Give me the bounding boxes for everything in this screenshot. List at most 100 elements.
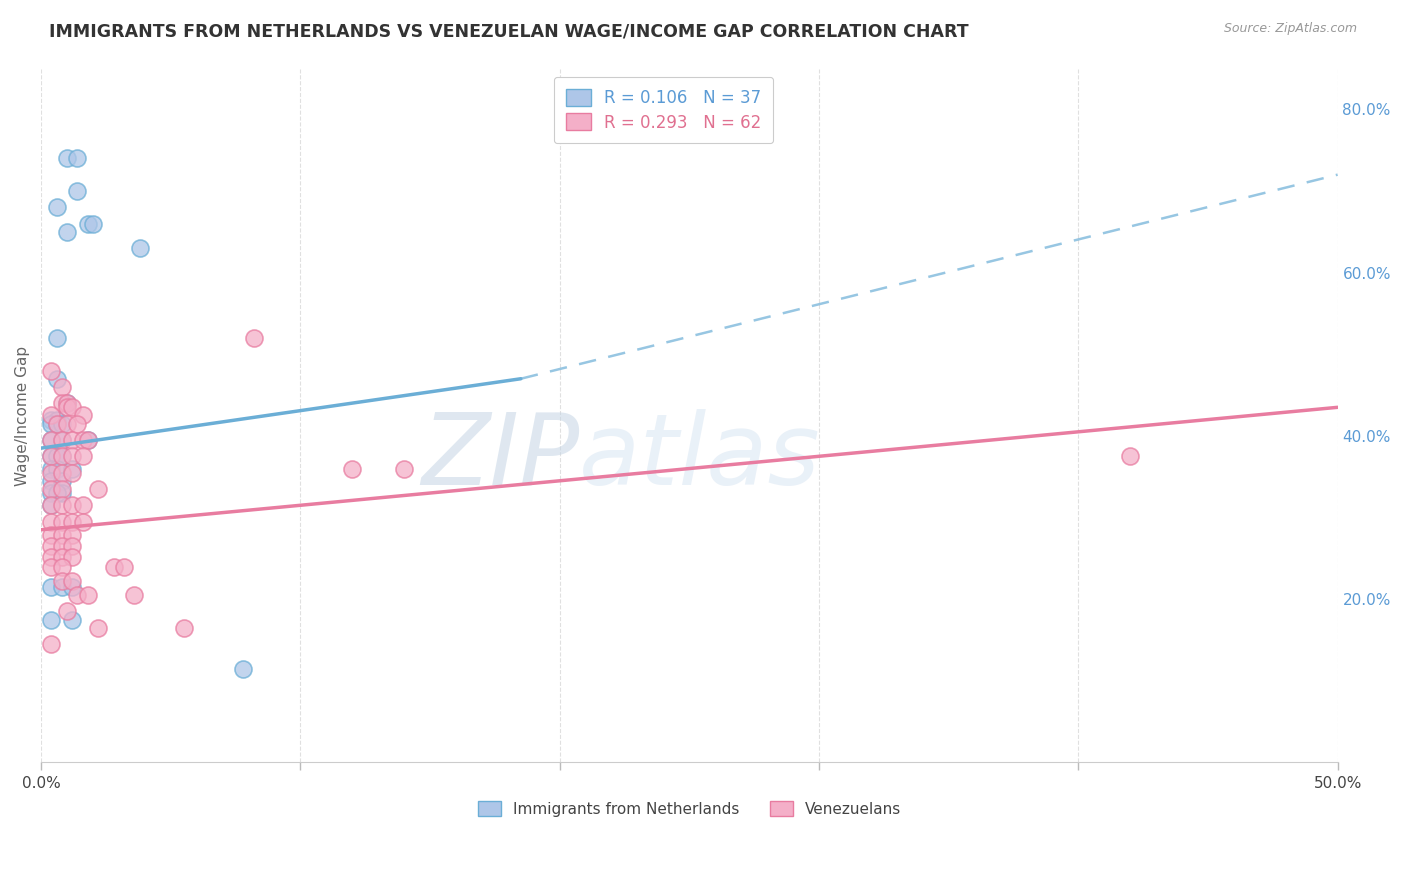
- Point: [66, 588, 89, 602]
- Point: [51, 396, 73, 410]
- Point: [51, 450, 73, 464]
- Point: [56, 401, 79, 415]
- Point: [76, 217, 98, 231]
- Point: [41, 637, 63, 651]
- Point: [173, 621, 195, 635]
- Point: [60, 450, 83, 464]
- Point: [41, 580, 63, 594]
- Point: [112, 559, 135, 574]
- Point: [41, 515, 63, 529]
- Point: [41, 409, 63, 423]
- Text: IMMIGRANTS FROM NETHERLANDS VS VENEZUELAN WAGE/INCOME GAP CORRELATION CHART: IMMIGRANTS FROM NETHERLANDS VS VENEZUELA…: [49, 22, 969, 40]
- Point: [45, 417, 67, 431]
- Point: [232, 661, 254, 675]
- Point: [60, 466, 83, 480]
- Point: [242, 331, 264, 345]
- Point: [41, 433, 63, 447]
- Point: [45, 450, 67, 464]
- Point: [128, 241, 150, 255]
- Point: [124, 588, 146, 602]
- Point: [41, 549, 63, 564]
- Point: [45, 331, 67, 345]
- Point: [45, 417, 67, 431]
- Point: [60, 433, 83, 447]
- Point: [56, 396, 79, 410]
- Point: [1119, 450, 1142, 464]
- Point: [41, 559, 63, 574]
- Point: [56, 151, 79, 165]
- Point: [41, 450, 63, 464]
- Point: [45, 412, 67, 426]
- Point: [87, 621, 110, 635]
- Y-axis label: Wage/Income Gap: Wage/Income Gap: [15, 345, 30, 485]
- Point: [72, 450, 94, 464]
- Point: [60, 574, 83, 589]
- Point: [41, 450, 63, 464]
- Point: [56, 225, 79, 239]
- Point: [82, 217, 104, 231]
- Point: [45, 461, 67, 475]
- Point: [41, 482, 63, 496]
- Point: [51, 580, 73, 594]
- Point: [60, 498, 83, 512]
- Point: [72, 409, 94, 423]
- Point: [51, 482, 73, 496]
- Point: [41, 498, 63, 512]
- Point: [76, 433, 98, 447]
- Point: [41, 486, 63, 500]
- Point: [56, 396, 79, 410]
- Text: ZIP: ZIP: [420, 409, 579, 506]
- Point: [41, 498, 63, 512]
- Point: [72, 433, 94, 447]
- Point: [51, 574, 73, 589]
- Legend: Immigrants from Netherlands, Venezuelans: Immigrants from Netherlands, Venezuelans: [470, 793, 908, 824]
- Point: [51, 417, 73, 431]
- Point: [51, 528, 73, 542]
- Point: [41, 433, 63, 447]
- Point: [56, 417, 79, 431]
- Point: [51, 549, 73, 564]
- Point: [60, 461, 83, 475]
- Point: [51, 433, 73, 447]
- Point: [60, 528, 83, 542]
- Point: [66, 417, 89, 431]
- Point: [72, 498, 94, 512]
- Point: [51, 515, 73, 529]
- Point: [87, 482, 110, 496]
- Point: [41, 539, 63, 553]
- Point: [60, 580, 83, 594]
- Point: [45, 200, 67, 214]
- Point: [41, 412, 63, 426]
- Point: [103, 559, 125, 574]
- Point: [45, 372, 67, 386]
- Point: [60, 401, 83, 415]
- Point: [41, 417, 63, 431]
- Point: [51, 380, 73, 394]
- Point: [76, 588, 98, 602]
- Point: [51, 486, 73, 500]
- Point: [60, 613, 83, 627]
- Text: Source: ZipAtlas.com: Source: ZipAtlas.com: [1223, 22, 1357, 36]
- Point: [51, 450, 73, 464]
- Point: [41, 474, 63, 488]
- Point: [41, 363, 63, 377]
- Point: [392, 461, 415, 475]
- Point: [41, 461, 63, 475]
- Point: [51, 539, 73, 553]
- Point: [51, 559, 73, 574]
- Point: [45, 486, 67, 500]
- Point: [51, 433, 73, 447]
- Point: [41, 613, 63, 627]
- Point: [72, 515, 94, 529]
- Point: [51, 498, 73, 512]
- Point: [60, 515, 83, 529]
- Point: [342, 461, 364, 475]
- Point: [56, 604, 79, 618]
- Point: [60, 549, 83, 564]
- Point: [60, 539, 83, 553]
- Point: [66, 184, 89, 198]
- Point: [41, 528, 63, 542]
- Point: [41, 466, 63, 480]
- Point: [51, 474, 73, 488]
- Point: [66, 151, 89, 165]
